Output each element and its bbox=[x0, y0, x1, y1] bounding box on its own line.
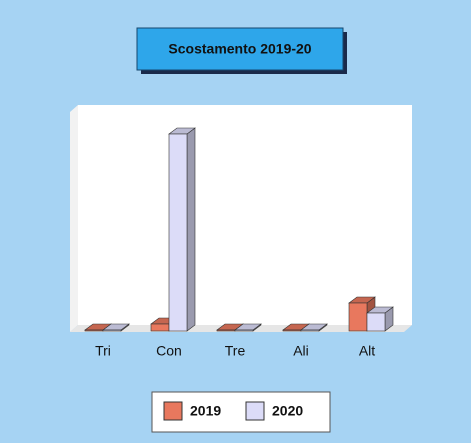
bar-front bbox=[150, 323, 170, 332]
bar-front bbox=[216, 329, 236, 332]
bar bbox=[234, 323, 262, 332]
bar bbox=[102, 323, 130, 332]
x-tick-label: Ali bbox=[293, 343, 309, 359]
bar bbox=[366, 306, 394, 332]
title-box bbox=[136, 27, 344, 71]
x-tick-label: Alt bbox=[359, 343, 375, 359]
bar bbox=[300, 323, 328, 332]
bar-front bbox=[84, 329, 104, 332]
bar-front bbox=[348, 302, 368, 332]
x-tick-label: Tri bbox=[95, 343, 111, 359]
bar-front bbox=[300, 329, 320, 332]
bar bbox=[168, 127, 196, 332]
x-tick-label: Tre bbox=[225, 343, 246, 359]
legend-label: 2020 bbox=[272, 403, 303, 419]
chart-title: Scostamento 2019-20 bbox=[168, 41, 311, 57]
x-tick-label: Con bbox=[156, 343, 182, 359]
bar-front bbox=[102, 329, 122, 332]
back-wall bbox=[78, 105, 412, 325]
bar-front bbox=[282, 329, 302, 332]
legend-swatch bbox=[163, 401, 183, 421]
bar-front bbox=[168, 133, 188, 332]
side-wall bbox=[70, 105, 78, 332]
bar-front bbox=[234, 329, 254, 332]
legend-label: 2019 bbox=[190, 403, 221, 419]
bar-front bbox=[366, 312, 386, 332]
legend-swatch bbox=[245, 401, 265, 421]
bar-side bbox=[186, 127, 196, 332]
